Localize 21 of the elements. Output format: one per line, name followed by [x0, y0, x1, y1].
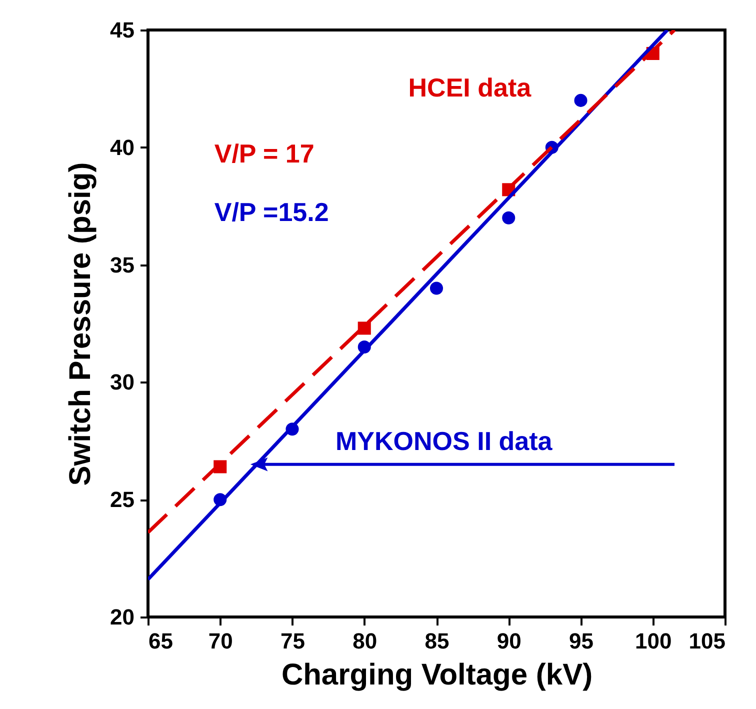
y-tick-label: 20	[110, 604, 134, 630]
x-tick-label: 85	[424, 628, 450, 654]
x-tick-label: 95	[569, 628, 594, 654]
x-tick-label: 65	[148, 628, 173, 654]
y-tick-label: 25	[110, 487, 134, 512]
x-tick-label: 80	[352, 628, 378, 654]
x-tick-label: 100	[635, 628, 672, 654]
annotation: HCEI data	[408, 72, 532, 103]
y-axis-title: Switch Pressure (psig)	[64, 162, 98, 486]
x-tick-label: 70	[208, 628, 233, 654]
annotation: V/P =15.2	[214, 197, 329, 228]
y-tick-label: 30	[110, 370, 134, 395]
annotation: MYKONOS II data	[336, 426, 553, 456]
x-axis-title: Charging Voltage (kV)	[281, 658, 593, 692]
y-tick-label: 35	[110, 252, 134, 278]
x-tick-label: 75	[280, 628, 305, 654]
y-tick-label: 40	[110, 134, 134, 160]
annotation: V/P = 17	[214, 138, 314, 168]
x-tick-label: 105	[688, 628, 726, 654]
x-tick-label: 90	[496, 628, 522, 654]
y-tick-label: 45	[110, 18, 134, 42]
